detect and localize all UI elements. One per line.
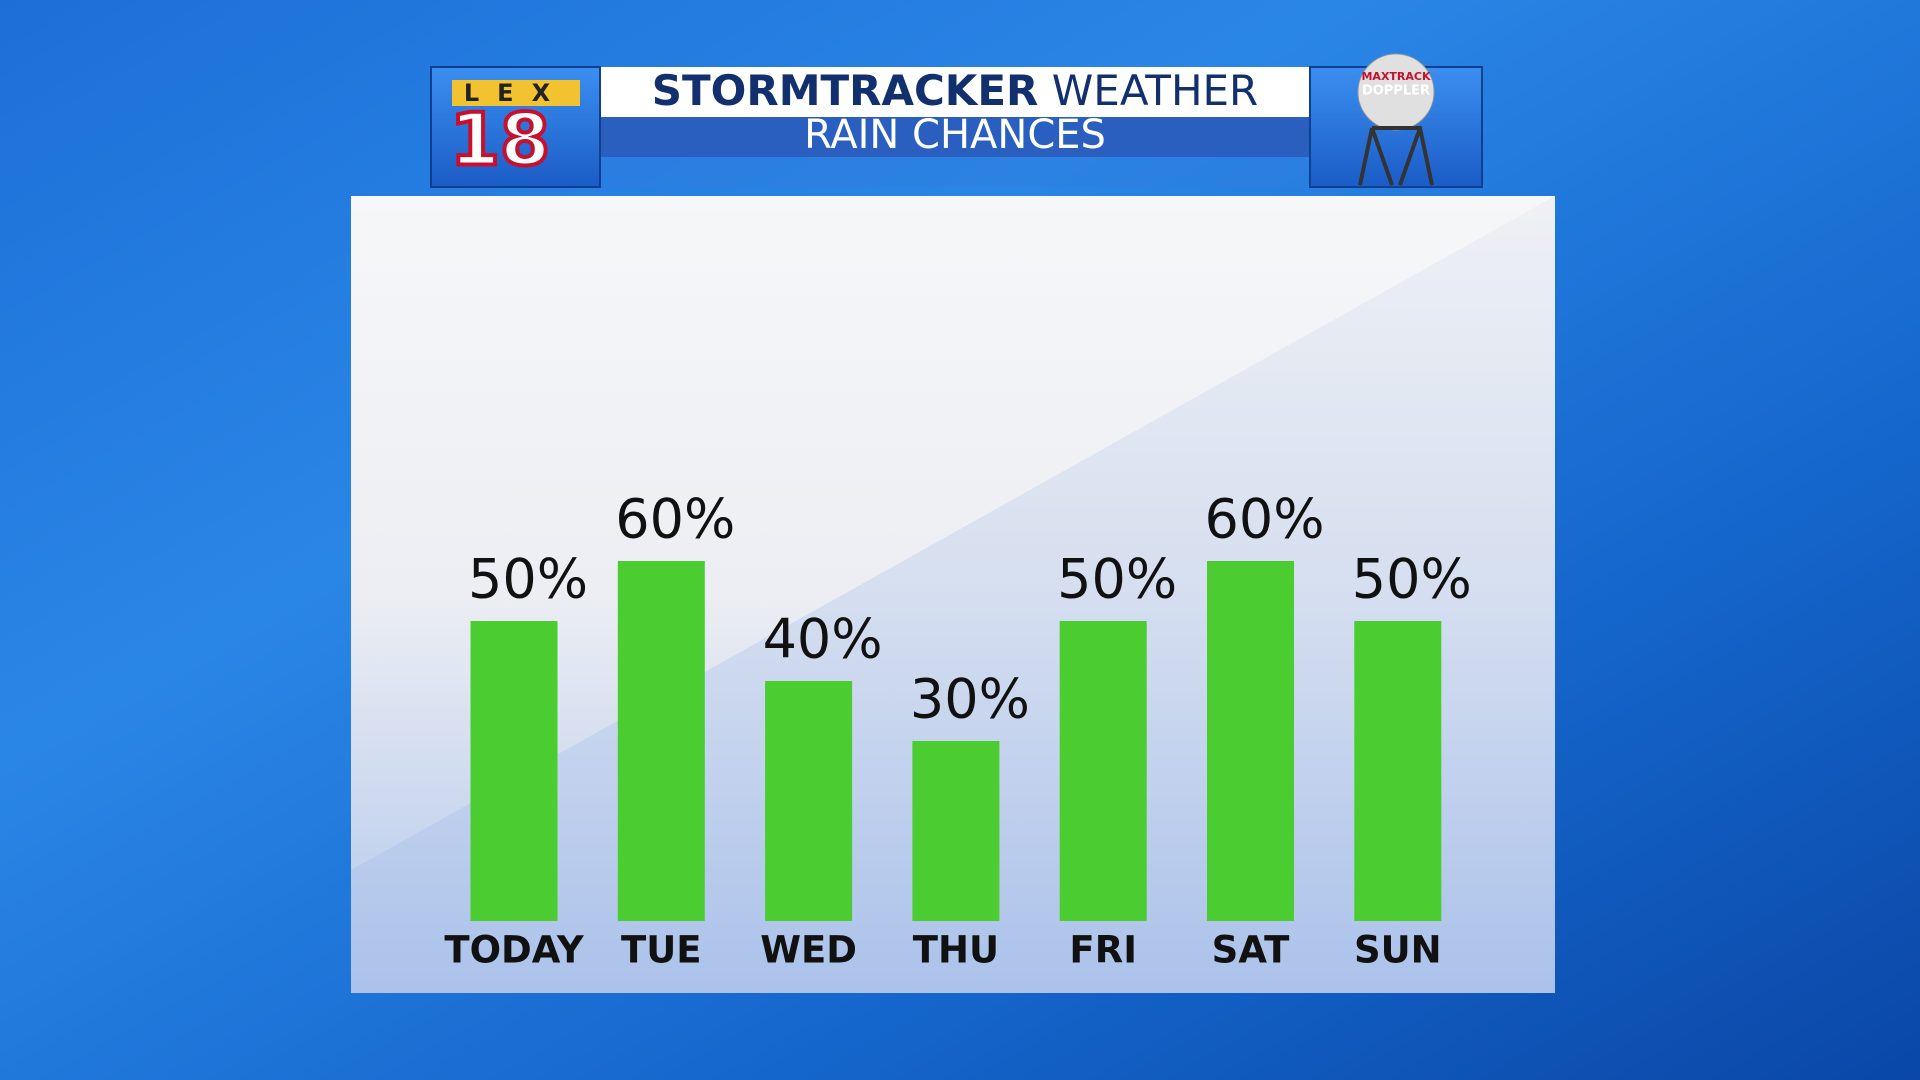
value-label: 60%	[615, 488, 735, 551]
logo-strip	[452, 80, 580, 106]
value-label: 50%	[1352, 548, 1472, 611]
chart-subtitle: RAIN CHANCES	[804, 112, 1106, 158]
bar	[470, 621, 558, 921]
subtitle-banner	[600, 117, 1310, 157]
bar	[1059, 621, 1147, 921]
value-label: 40%	[763, 608, 883, 671]
radar-brand: MAXTRACK	[1361, 70, 1431, 83]
header-fade	[600, 157, 1310, 187]
station-name: LEX	[464, 79, 568, 107]
radar-brand: DOPPLER	[1362, 84, 1430, 99]
x-tick-label: TUE	[621, 929, 702, 972]
value-label: 30%	[910, 668, 1030, 731]
x-tick-label: FRI	[1069, 929, 1137, 972]
bar	[617, 561, 705, 921]
x-tick-label: TODAY	[444, 929, 584, 972]
title-bold: STORMTRACKER	[652, 66, 1039, 115]
radar-tower	[1358, 126, 1434, 186]
title-banner	[600, 67, 1310, 117]
value-label: 60%	[1204, 488, 1324, 551]
bar	[912, 741, 1000, 921]
x-tick-label: SUN	[1354, 929, 1442, 972]
channel-number: 18	[450, 98, 550, 182]
chart-title: STORMTRACKER WEATHER	[652, 66, 1259, 115]
bar	[765, 681, 853, 921]
title-suffix: WEATHER	[1052, 66, 1259, 115]
x-tick-label: THU	[913, 929, 999, 972]
x-tick-label: WED	[760, 929, 857, 972]
bar	[1207, 561, 1294, 921]
x-tick-label: SAT	[1212, 929, 1290, 972]
value-label: 50%	[468, 548, 588, 611]
value-label: 50%	[1057, 548, 1177, 611]
bar	[1354, 621, 1442, 921]
